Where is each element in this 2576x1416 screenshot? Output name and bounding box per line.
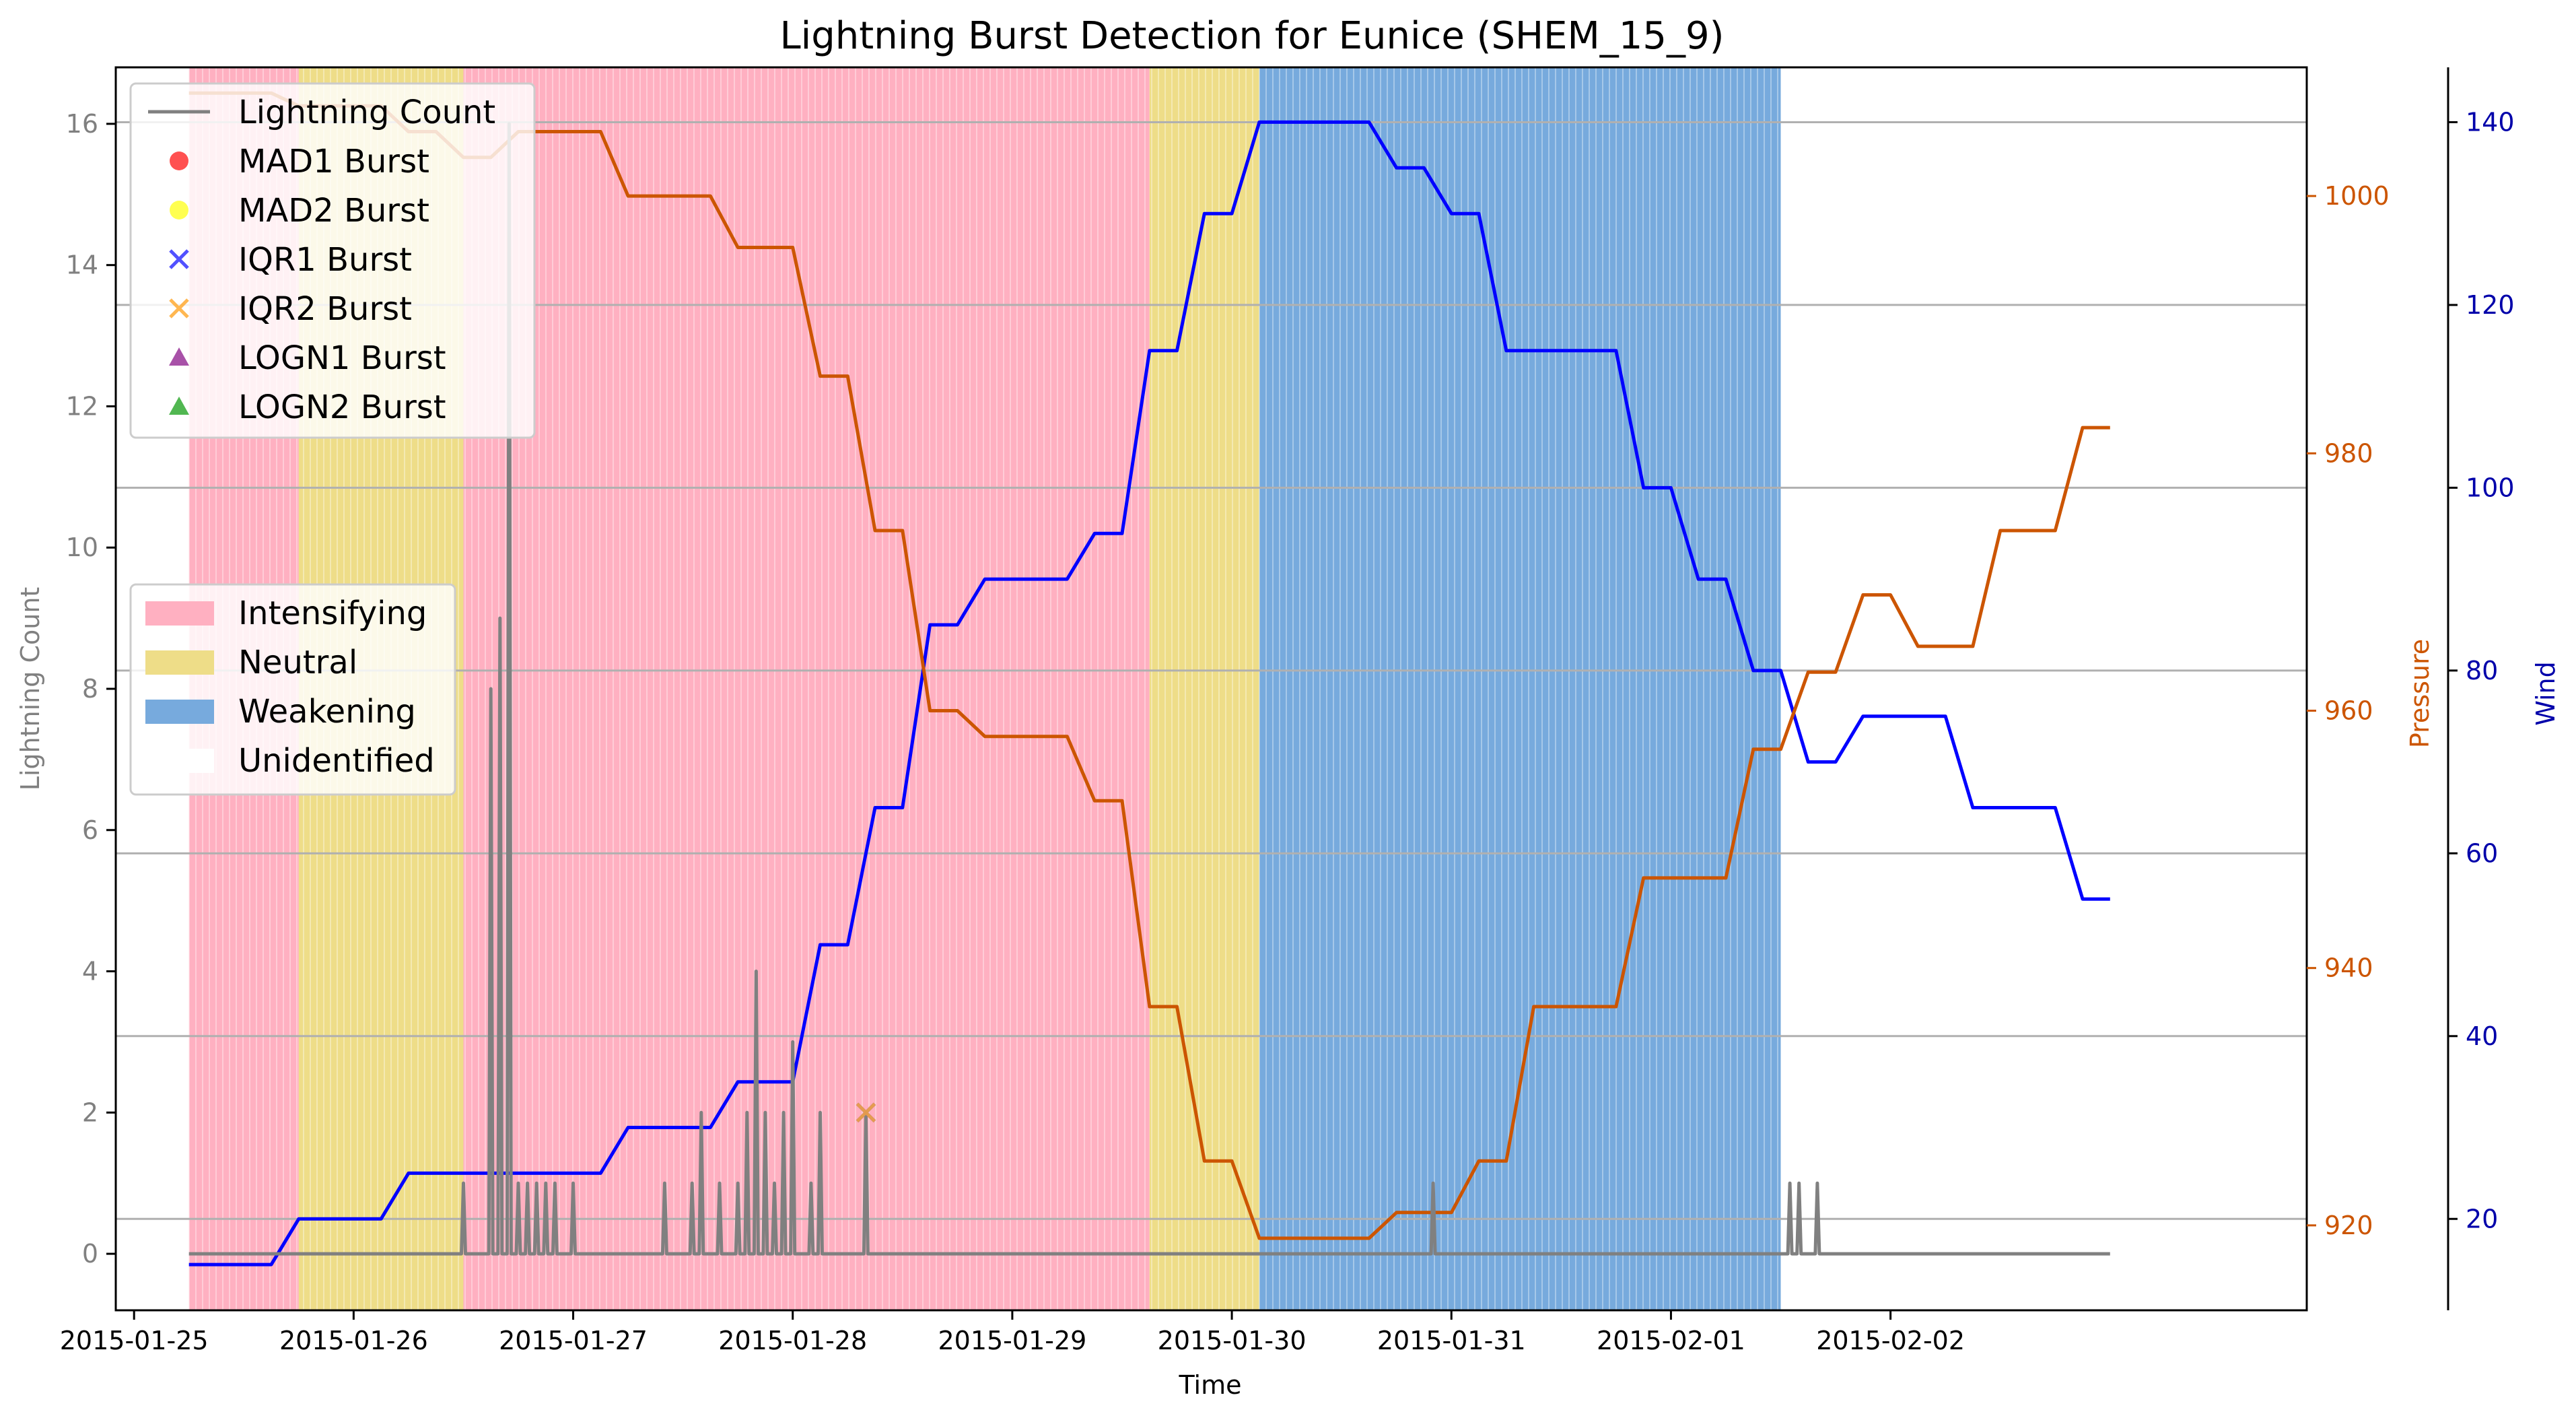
- x-tick-label: 2015-01-28: [718, 1326, 867, 1355]
- legend-label: Weakening: [238, 693, 416, 731]
- lightning-tick-label: 12: [66, 391, 98, 421]
- burst-marker-iqr2-burst: [856, 1102, 876, 1123]
- lightning-tick-label: 10: [66, 533, 98, 562]
- lightning-tick-label: 14: [66, 250, 98, 280]
- legend-label: MAD2 Burst: [238, 192, 429, 230]
- lightning-tick-label: 2: [82, 1098, 98, 1127]
- wind-tick-label: 120: [2466, 290, 2515, 320]
- wind-axis: 20 40 60 80 100 120 140: [2447, 67, 2515, 1310]
- phase-band-neutral: [1149, 67, 1259, 1310]
- legend-label: IQR2 Burst: [238, 290, 412, 328]
- burst-legend-frame: [129, 82, 536, 439]
- legend-label: Intensifying: [238, 595, 427, 632]
- legend-swatch-phase: [145, 650, 214, 675]
- x-tick-label: 2015-01-27: [499, 1326, 648, 1355]
- wind-tick-label: 20: [2466, 1204, 2498, 1234]
- wind-tick-label: 100: [2466, 473, 2515, 502]
- series-line-wind: [188, 120, 2110, 1267]
- x-tick-label: 2015-01-29: [938, 1326, 1086, 1355]
- legend-label: IQR1 Burst: [238, 241, 412, 279]
- burst-legend: Lightning Count MAD1 Burst MAD2 Burst IQR1 …: [129, 82, 536, 439]
- lightning-axis-label: Lightning Count: [15, 587, 45, 791]
- pressure-tick-label: 1000: [2324, 181, 2390, 211]
- pressure-tick-label: 940: [2324, 953, 2373, 983]
- legend-swatch-phase: [145, 749, 214, 773]
- series-line-lightning-count: [188, 122, 2110, 1256]
- x-tick-label: 2015-01-25: [60, 1326, 209, 1355]
- pressure-tick-label: 980: [2324, 438, 2373, 468]
- x-tick-label: 2015-02-02: [1816, 1326, 1965, 1355]
- pressure-axis: 920 940 960 980 1000: [2307, 181, 2390, 1240]
- legend-label: Unidentified: [238, 742, 435, 780]
- phase-legend: Intensifying Neutral Weakening Unidentified: [129, 583, 456, 796]
- legend-label: LOGN1 Burst: [238, 339, 446, 377]
- wind-tick-label: 60: [2466, 838, 2498, 868]
- wind-tick-label: 80: [2466, 656, 2498, 685]
- phase-legend-frame: [129, 583, 456, 796]
- legend-swatch-phase: [145, 700, 214, 724]
- legend-swatch-x: [169, 249, 189, 269]
- legend-label: Lightning Count: [238, 94, 495, 131]
- x-tick-label: 2015-01-26: [279, 1326, 428, 1355]
- legend-swatch-circle: [170, 201, 188, 220]
- lightning-tick-label: 8: [82, 674, 98, 704]
- pressure-tick-label: 960: [2324, 696, 2373, 725]
- legend-label: MAD1 Burst: [238, 143, 429, 180]
- chart-title: Lightning Burst Detection for Eunice (SH…: [779, 14, 1724, 58]
- x-tick-label: 2015-02-01: [1597, 1326, 1745, 1355]
- pressure-axis-label: Pressure: [2405, 639, 2435, 748]
- lightning-tick-label: 16: [66, 109, 98, 139]
- phase-band-weakening: [1259, 67, 1781, 1310]
- wind-tick-label: 140: [2466, 107, 2515, 137]
- phase-band-intensifying: [463, 67, 1150, 1310]
- legend-label: Neutral: [238, 644, 357, 681]
- legend-swatch-triangle: [169, 347, 189, 366]
- legend-swatch-triangle: [169, 397, 189, 415]
- lightning-tick-label: 0: [82, 1239, 98, 1269]
- lightning-tick-label: 4: [82, 957, 98, 986]
- legend-swatch-circle: [170, 151, 188, 170]
- lightning-axis: 0 2 4 6 8 10 12 14 16: [66, 109, 116, 1269]
- legend-swatch-phase: [145, 601, 214, 626]
- burst-markers: [856, 1102, 876, 1123]
- x-axis-label: Time: [1179, 1370, 1242, 1400]
- wind-tick-label: 40: [2466, 1021, 2498, 1051]
- x-tick-label: 2015-01-30: [1158, 1326, 1307, 1355]
- legend-swatch-x: [169, 298, 189, 318]
- lightning-tick-label: 6: [82, 815, 98, 845]
- legend-label: LOGN2 Burst: [238, 389, 446, 426]
- x-axis: 2015-01-25 2015-01-26 2015-01-27 2015-01-28…: [60, 1310, 1965, 1355]
- pressure-tick-label: 920: [2324, 1211, 2373, 1240]
- x-tick-label: 2015-01-31: [1377, 1326, 1526, 1355]
- wind-axis-label: Wind: [2531, 661, 2561, 726]
